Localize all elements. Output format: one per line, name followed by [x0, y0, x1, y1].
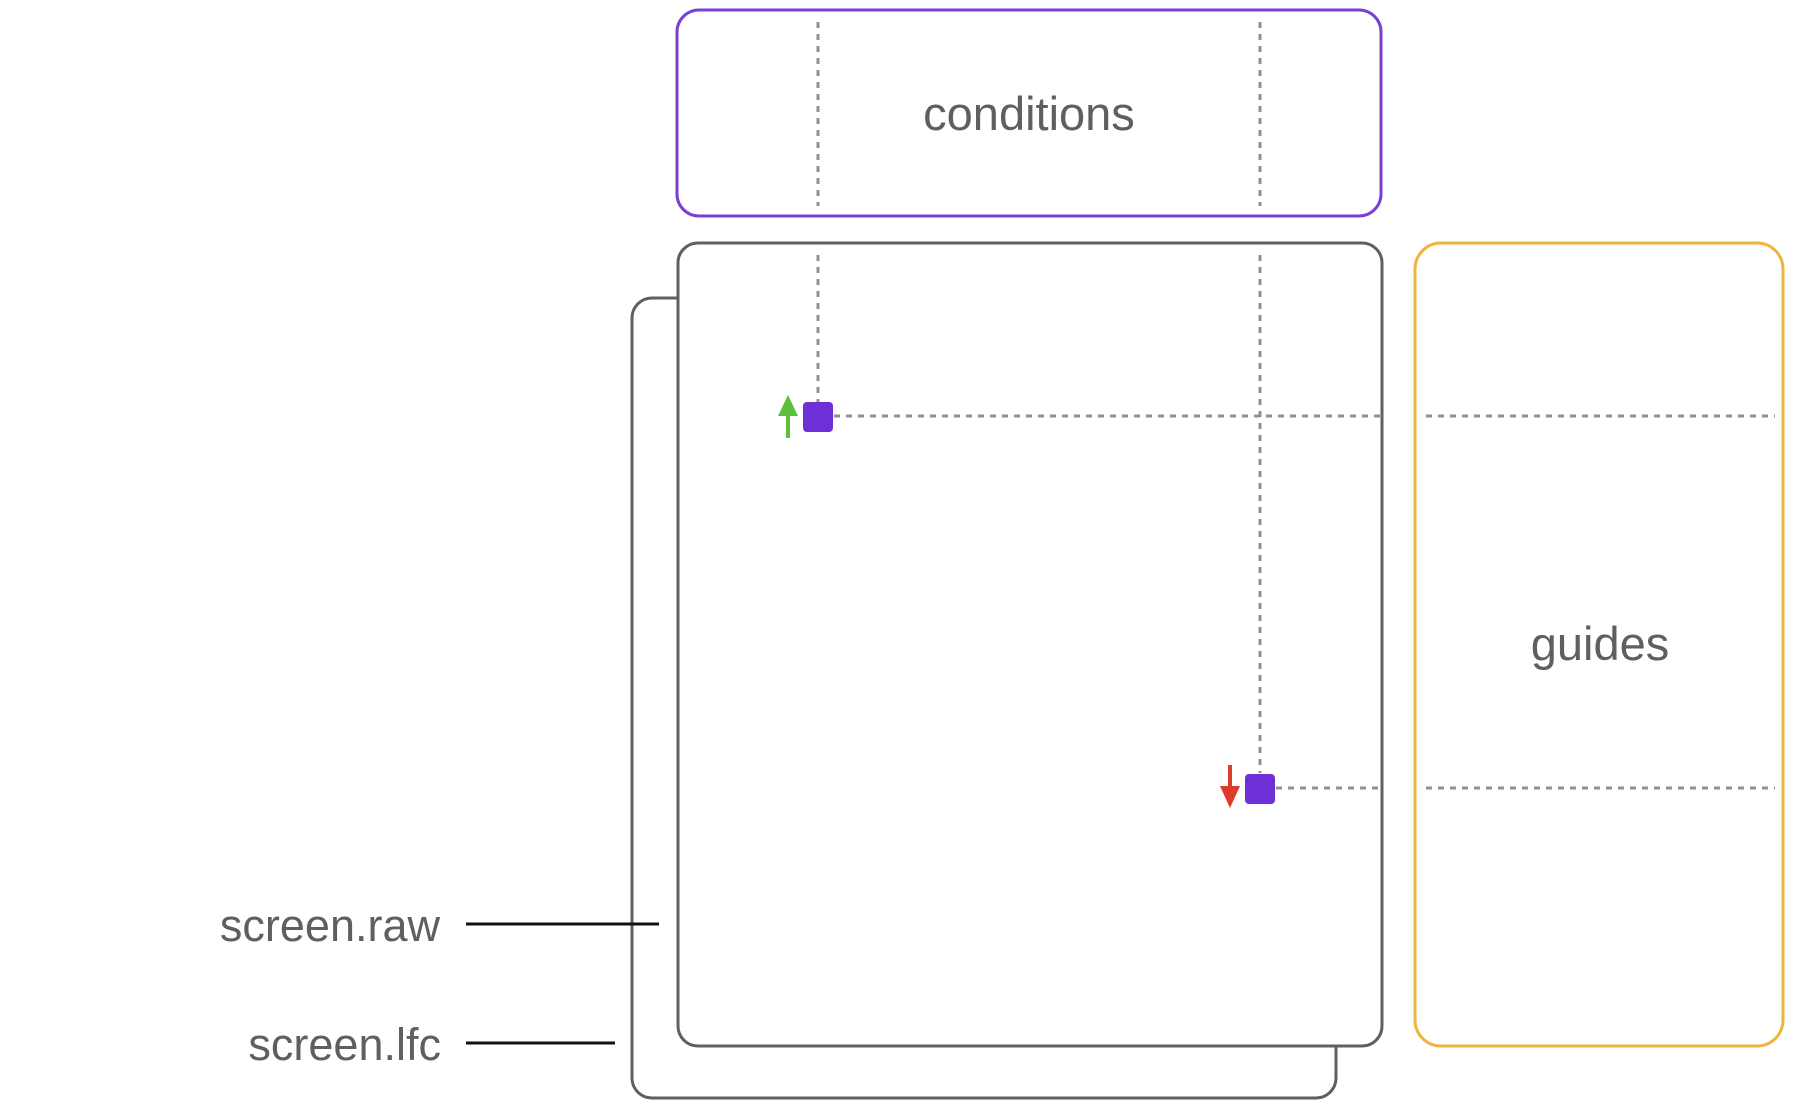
- screen-raw-box: [676, 241, 1384, 1048]
- conditions-label: conditions: [923, 87, 1135, 140]
- guides-label: guides: [1531, 617, 1670, 670]
- up-arrow-icon: [778, 395, 798, 438]
- top-left-marker: [803, 402, 833, 432]
- guides-box: [1413, 241, 1785, 1048]
- screen-lfc-label: screen.lfc: [248, 1019, 441, 1070]
- conditions-box: [675, 8, 1383, 218]
- screen-raw-label: screen.raw: [220, 900, 441, 951]
- down-arrow-icon: [1220, 765, 1240, 808]
- bottom-right-marker: [1245, 774, 1275, 804]
